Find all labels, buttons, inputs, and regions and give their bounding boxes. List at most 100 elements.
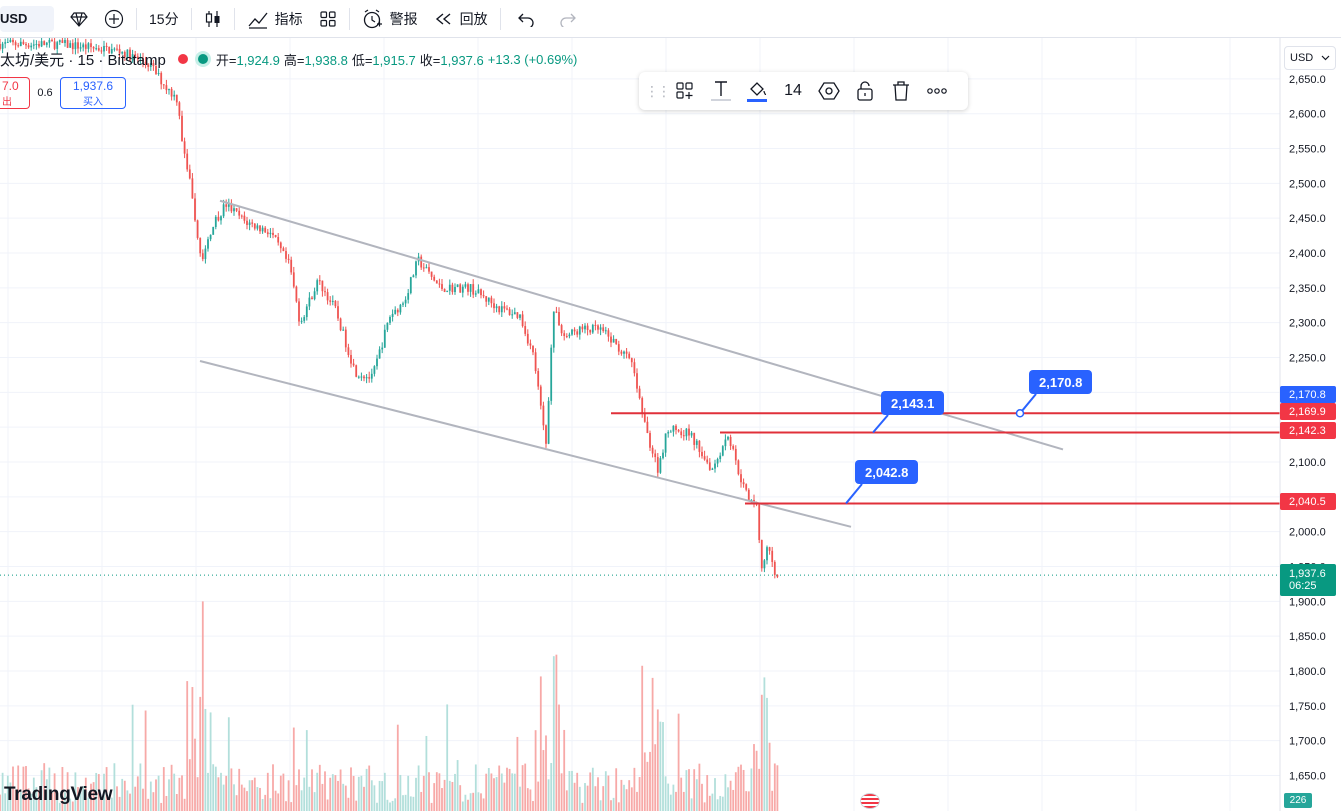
candle-body — [768, 547, 771, 551]
text-color-button[interactable] — [703, 76, 739, 106]
buy-button[interactable]: 1,937.6 买入 — [60, 77, 126, 109]
volume-bar — [217, 777, 220, 811]
candle-body — [175, 94, 178, 103]
volume-bar — [402, 795, 404, 811]
volume-bar — [134, 786, 137, 811]
candle-body — [22, 41, 25, 44]
price-axis-label: 2,650.0 — [1289, 74, 1326, 86]
price-callout[interactable]: 2,042.8 — [855, 460, 919, 484]
chart-type-button[interactable] — [196, 0, 230, 38]
candle-body — [766, 547, 768, 561]
us-flag-icon[interactable] — [860, 793, 880, 809]
volume-bar — [0, 794, 1, 811]
candle-body — [602, 327, 605, 332]
volume-bar — [316, 772, 319, 811]
volume-bar — [425, 735, 428, 811]
currency-select[interactable]: USD — [1284, 46, 1336, 70]
volume-bar — [643, 752, 646, 811]
candle-body — [435, 280, 438, 284]
volume-bar — [337, 780, 339, 811]
tradingview-logo[interactable]: TradingView — [4, 784, 113, 805]
candle-body — [539, 386, 542, 406]
drawing-objects[interactable] — [0, 199, 1280, 576]
symbol-label[interactable]: USD — [0, 5, 54, 32]
settings-button[interactable] — [811, 76, 847, 106]
price-chart[interactable]: 2,650.0 2,600.0 2,550.0 2,500.0 2,450.0 2,400… — [0, 38, 1341, 811]
price-axis-label: 2,000.0 — [1289, 527, 1326, 539]
undo-button[interactable] — [505, 0, 547, 38]
volume-bar — [422, 775, 425, 811]
candle-body — [0, 44, 1, 49]
candle-body — [565, 335, 568, 337]
replay-button[interactable]: 回放 — [426, 0, 496, 38]
volume-bar — [495, 777, 498, 811]
candle-body — [144, 61, 147, 65]
candle-body — [729, 436, 732, 447]
candle-body — [373, 366, 376, 374]
add-template-button[interactable] — [667, 76, 703, 106]
fill-color-button[interactable] — [739, 76, 775, 106]
font-size-button[interactable]: 14 — [784, 82, 802, 99]
candle-body — [212, 227, 215, 235]
symbol-search[interactable]: USD — [0, 0, 62, 38]
lock-button[interactable] — [847, 76, 883, 106]
candle-body — [776, 574, 779, 577]
volume-bar — [573, 782, 576, 811]
candle-body — [487, 297, 490, 302]
candle-body — [623, 351, 625, 354]
candle-body — [357, 376, 360, 378]
alert-label: 警报 — [389, 10, 418, 27]
volume-bar — [560, 773, 563, 811]
volume-bar — [690, 798, 693, 811]
volume-bar — [282, 773, 285, 811]
candle-body — [698, 440, 701, 452]
symbol-title[interactable]: 太坊/美元 · 15 · Bitstamp — [0, 51, 166, 69]
volume-bar — [256, 787, 259, 811]
price-callout[interactable]: 2,143.1 — [881, 391, 945, 415]
candle-body — [152, 63, 155, 67]
volume-bar — [181, 775, 183, 811]
drag-handle-icon[interactable]: ⋮⋮ — [645, 82, 671, 99]
volume-bar — [126, 790, 129, 811]
candle-body — [274, 235, 277, 238]
candle-body — [329, 300, 332, 302]
volume-bar — [136, 776, 139, 811]
candle-body — [149, 63, 152, 67]
candle-body — [220, 216, 222, 221]
candle-body — [61, 40, 64, 43]
drawing-toolbar: ⋮⋮ 14 — [639, 72, 968, 110]
candle-body — [160, 73, 163, 85]
redo-button[interactable] — [547, 0, 589, 38]
volume-bar — [25, 766, 27, 811]
more-button[interactable] — [919, 76, 955, 106]
candle-body — [758, 504, 761, 541]
volume-bar — [64, 792, 66, 811]
compare-add-button[interactable] — [96, 0, 132, 38]
volume-bar — [40, 770, 43, 811]
interval-button[interactable]: 15分 — [141, 0, 187, 38]
volume-bar — [196, 777, 199, 811]
candle-body — [170, 88, 173, 97]
layouts-button[interactable] — [311, 0, 345, 38]
volume-bar — [688, 769, 690, 811]
diamond-icon-button[interactable] — [62, 0, 96, 38]
indicators-button[interactable]: 指标 — [239, 0, 311, 38]
callout-pointer — [845, 483, 863, 505]
candle-body — [1, 43, 4, 49]
volume-bar — [116, 786, 118, 811]
volume-bar — [693, 769, 696, 811]
volume-bar — [162, 767, 165, 811]
candle-body — [576, 331, 579, 335]
current-price-tag: 1,937.6 06:25 — [1280, 564, 1336, 596]
delete-button[interactable] — [883, 76, 919, 106]
volume-bar — [160, 802, 163, 811]
sell-button[interactable]: 7.0 出 — [0, 77, 30, 109]
alert-button[interactable]: 警报 — [354, 0, 426, 38]
candle-body — [240, 215, 243, 217]
candle-body — [316, 280, 319, 292]
anchor-handle — [1015, 409, 1025, 418]
candle-body — [105, 45, 108, 47]
volume-tag: 226 — [1284, 793, 1312, 808]
volume-bar — [703, 802, 706, 811]
price-callout[interactable]: 2,170.8 — [1029, 370, 1093, 394]
